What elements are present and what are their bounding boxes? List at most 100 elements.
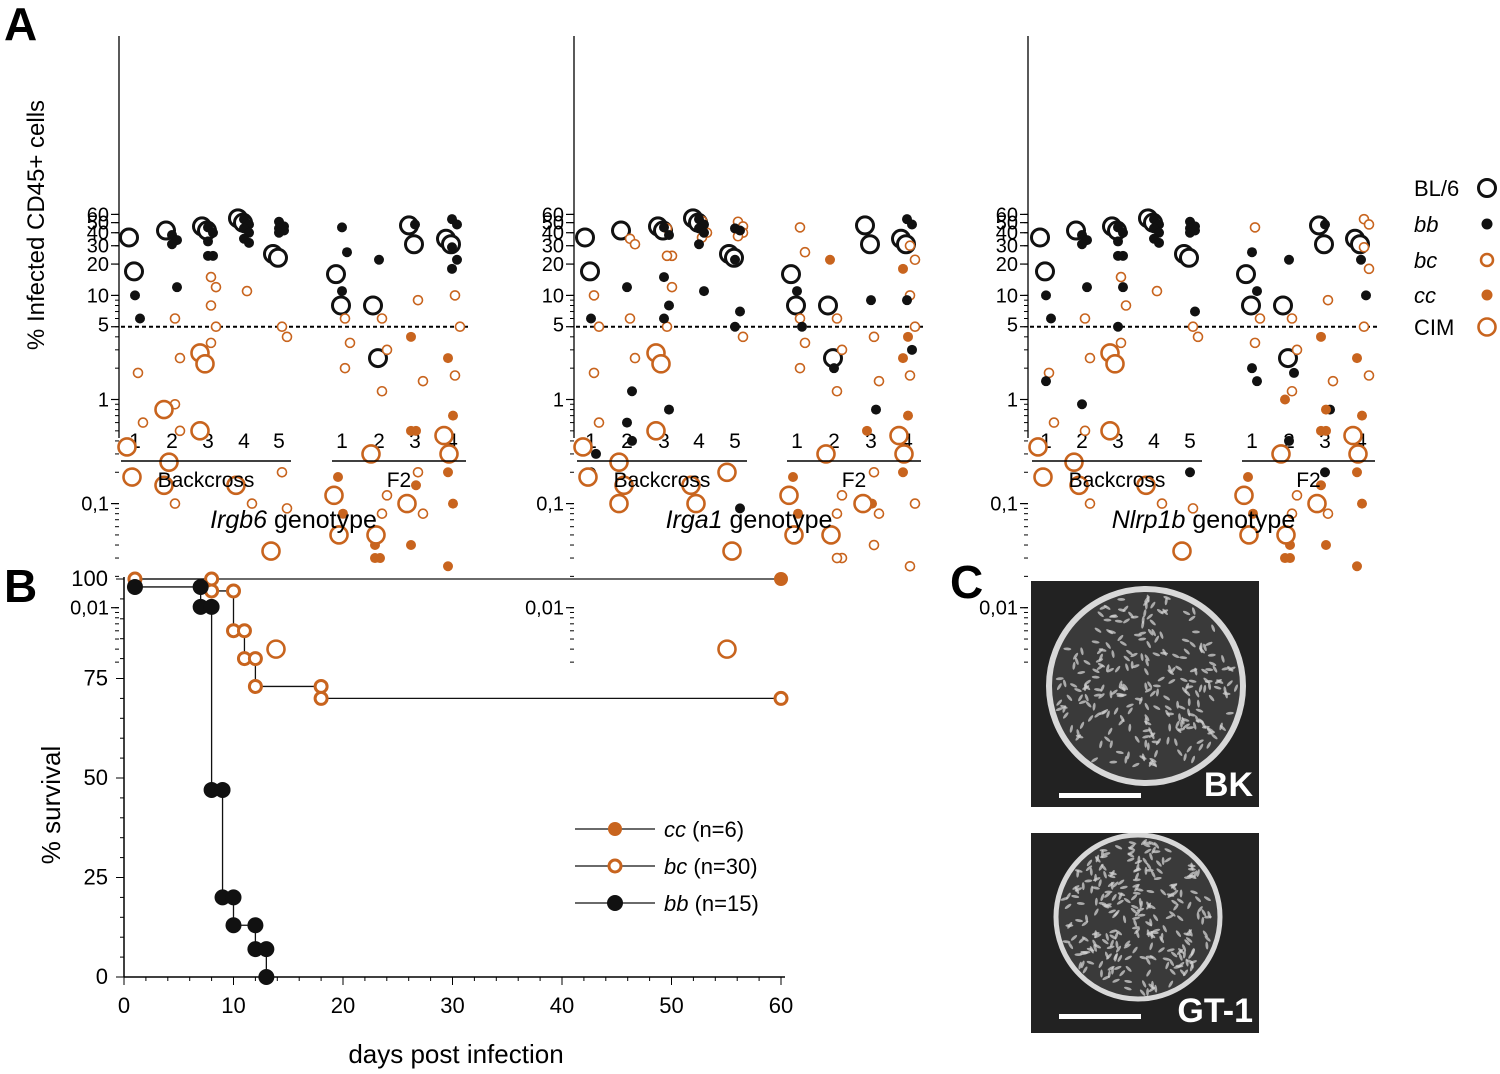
parasite-mark [1130, 615, 1139, 619]
legend-label-bc: bc (n=30) [664, 854, 758, 879]
parasite-mark [1193, 721, 1197, 730]
parasite-mark [1077, 671, 1086, 675]
parasite-mark [1137, 855, 1141, 864]
parasite-mark [1183, 648, 1190, 655]
survival-point-bb [247, 941, 264, 958]
point-cim [190, 421, 210, 441]
point-bc [205, 337, 217, 349]
parasite-mark [1118, 892, 1123, 900]
point-cc [411, 480, 421, 491]
point-bc [868, 466, 880, 478]
parasite-mark [1149, 955, 1157, 961]
parasite-mark [1111, 894, 1117, 901]
parasite-mark [1114, 931, 1119, 940]
point-bc [1120, 300, 1132, 311]
parasite-mark [1182, 950, 1186, 959]
point-bc [661, 250, 673, 262]
parasite-mark [1111, 650, 1115, 659]
micrograph-bk-texture [1055, 594, 1238, 768]
parasite-mark [1060, 897, 1069, 901]
parasite-mark [1124, 986, 1132, 991]
group-label-backcross: Backcross [158, 469, 255, 492]
point-bb [871, 404, 881, 415]
point-bb [447, 242, 457, 253]
parasite-mark [1139, 900, 1143, 909]
parasite-mark [1131, 905, 1139, 909]
parasite-mark [1101, 903, 1109, 909]
parasite-mark [1149, 918, 1153, 927]
point-bl6 [1035, 261, 1055, 282]
parasite-mark [1169, 959, 1175, 967]
x-tick-label: 4 [1148, 430, 1160, 453]
point-cc [1352, 561, 1362, 572]
point-cim [1105, 354, 1125, 374]
parasite-mark [1134, 884, 1140, 892]
point-bc [1286, 385, 1298, 397]
parasite-mark [1106, 629, 1113, 635]
micrograph-bk: BK [1031, 581, 1259, 807]
micrograph-gt1-scale-bar [1059, 1014, 1141, 1019]
point-bl6 [326, 264, 346, 285]
parasite-mark [1165, 914, 1174, 920]
parasite-mark [1091, 757, 1099, 763]
legend-label-bc: bc [1414, 248, 1437, 273]
legend-label-name: cc [664, 817, 686, 842]
point-bc [449, 290, 461, 301]
parasite-mark [1055, 707, 1064, 712]
point-cc [1321, 425, 1331, 436]
survival-point-bb [247, 917, 264, 934]
parasite-mark [1107, 727, 1113, 735]
parasite-mark [1124, 940, 1131, 947]
parasite-mark [1060, 704, 1068, 709]
point-bb [730, 254, 740, 265]
parasite-mark [1068, 942, 1074, 950]
parasite-mark [1151, 980, 1154, 989]
parasite-mark [1076, 902, 1085, 905]
parasite-mark [1160, 889, 1167, 896]
parasite-mark [1084, 679, 1091, 685]
parasite-mark [1175, 665, 1183, 671]
parasite-mark [1090, 885, 1094, 894]
parasite-mark [1100, 849, 1104, 858]
point-bc [868, 331, 880, 343]
y-tick-label: 0,1 [536, 494, 564, 516]
parasite-mark [1153, 705, 1161, 710]
point-bc [904, 560, 916, 572]
legend-marker-bc [1479, 252, 1495, 268]
parasite-mark [1164, 597, 1168, 606]
parasite-mark [1122, 683, 1129, 690]
parasite-mark [1134, 735, 1140, 743]
parasite-mark [1111, 689, 1118, 695]
parasite-mark [1189, 874, 1197, 880]
point-cim [573, 437, 593, 457]
parasite-mark [1056, 699, 1063, 706]
parasite-mark [1104, 951, 1109, 960]
point-bb [735, 225, 745, 236]
parasite-mark [1083, 683, 1087, 692]
survival-point-bb [192, 578, 209, 595]
parasite-mark [1122, 605, 1129, 612]
point-bc [799, 337, 811, 349]
x-axis-label: Nlrp1b genotype [1112, 506, 1295, 534]
parasite-mark [1195, 708, 1204, 713]
parasite-mark [1146, 613, 1153, 620]
parasite-mark [1098, 960, 1104, 969]
parasite-mark [1204, 680, 1213, 683]
point-bc [909, 321, 921, 333]
parasite-mark [1094, 897, 1098, 906]
parasite-mark [1187, 867, 1196, 871]
parasite-mark [1134, 872, 1139, 881]
parasite-mark [1132, 762, 1140, 768]
parasite-mark [1144, 654, 1150, 662]
parasite-mark [1102, 852, 1111, 856]
point-cim [439, 444, 459, 464]
point-bc [1187, 503, 1199, 514]
point-bb [1118, 227, 1128, 238]
legend-label-cc: cc (n=6) [664, 817, 744, 842]
point-bc [1043, 367, 1055, 379]
point-cim [1028, 437, 1048, 457]
y-tick-label: 10 [87, 285, 109, 307]
point-bb [627, 435, 637, 446]
parasite-mark [1114, 665, 1121, 673]
